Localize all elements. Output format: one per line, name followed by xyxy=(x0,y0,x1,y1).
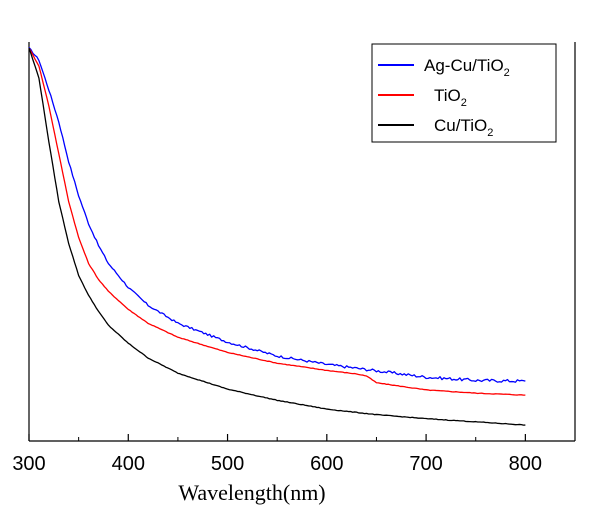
x-tick-label: 300 xyxy=(12,453,45,475)
x-tick-label: 600 xyxy=(310,453,343,475)
x-tick-label: 700 xyxy=(409,453,442,475)
x-tick-label: 400 xyxy=(112,453,145,475)
legend-box xyxy=(371,43,557,143)
series-layer xyxy=(28,46,526,426)
series-line-cu-tio2 xyxy=(28,47,526,426)
x-tick-label: 800 xyxy=(509,453,542,475)
legend-label-cu-tio2: Cu/TiO2 xyxy=(434,116,493,139)
legend: Ag-Cu/TiO2 TiO2 Cu/TiO2 xyxy=(371,43,557,143)
x-tick-label: 500 xyxy=(211,453,244,475)
axes: 300 400 500 600 700 800 xyxy=(12,42,576,475)
legend-label-tio2: TiO2 xyxy=(434,86,467,109)
series-line-ag-cu-tio2 xyxy=(28,46,526,383)
series-line-tio2 xyxy=(28,47,526,396)
legend-label-ag-cu-tio2: Ag-Cu/TiO2 xyxy=(424,56,510,79)
x-axis-title: Wavelength(nm) xyxy=(178,480,325,505)
